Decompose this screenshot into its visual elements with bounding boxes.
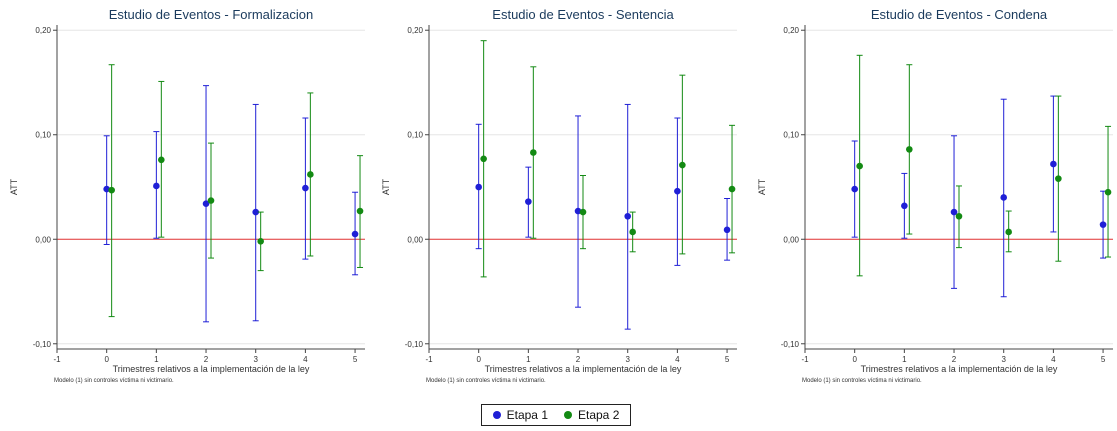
point-etapa2 [257,238,264,245]
point-etapa1 [103,185,110,193]
point-etapa2 [856,162,863,170]
point-etapa2 [1055,175,1062,182]
point-etapa1 [901,202,908,210]
point-etapa1 [202,200,210,208]
x-tick-label: 3 [253,355,258,364]
x-tick-label: 5 [725,355,730,364]
y-tick-label: -0,10 [405,340,424,349]
point-etapa2 [579,208,587,216]
point-etapa2 [158,156,165,164]
y-tick-label: 0,20 [407,26,423,35]
x-tick-label: 3 [625,355,630,364]
point-etapa2 [728,185,736,193]
x-tick-label: -1 [425,355,433,364]
chart-note: Modelo (1) sin controles víctima ni vict… [54,378,174,384]
point-etapa1 [1050,160,1057,168]
point-etapa2 [1005,228,1012,236]
legend-item-etapa1: Etapa 1 [492,408,548,422]
point-etapa2 [1104,188,1112,196]
y-axis-label: ATT [381,178,391,195]
x-tick-label: 5 [353,355,358,364]
point-etapa2 [307,171,314,178]
point-etapa1 [302,184,309,192]
legend-item-etapa2: Etapa 2 [564,408,619,422]
y-axis-label: ATT [757,178,767,195]
x-tick-label: 1 [154,355,159,364]
point-etapa2 [480,155,487,163]
y-tick-label: 0,00 [783,235,799,244]
chart-panel-2: Estudio de Eventos - Sentencia -0,10 0,00 0… [381,7,737,384]
point-etapa1 [851,185,858,193]
x-tick-label: 1 [526,355,531,364]
point-etapa2 [356,207,364,215]
x-tick-label: 0 [852,355,857,364]
chart-panel-1: Estudio de Eventos - Formalizacion -0,10 0… [9,7,365,384]
x-tick-label: 0 [104,355,109,364]
x-tick-label: 2 [576,355,581,364]
y-tick-label: 0,20 [783,26,799,35]
legend-label-etapa2: Etapa 2 [578,408,620,422]
x-tick-label: 2 [952,355,957,364]
legend-marker-etapa1 [492,411,501,419]
point-etapa1 [252,208,260,216]
point-etapa2 [207,197,215,204]
x-tick-label: 4 [1051,355,1056,364]
point-etapa1 [525,198,532,205]
y-tick-label: 0,00 [35,235,51,244]
point-etapa1 [153,182,160,190]
point-etapa2 [108,186,115,194]
y-tick-label: -0,10 [781,340,800,349]
charts-canvas: Estudio de Eventos - Formalizacion -0,10 0… [9,7,1113,384]
point-etapa2 [530,149,537,156]
y-tick-label: 0,10 [783,131,799,140]
point-etapa1 [674,187,681,195]
point-etapa1 [574,207,582,215]
x-axis-label: Trimestres relativos a la implementación… [861,364,1058,374]
point-etapa1 [950,208,958,216]
legend: Etapa 1 Etapa 2 [481,404,631,426]
point-etapa1 [1000,194,1008,201]
point-etapa2 [955,212,963,220]
x-axis-label: Trimestres relativos a la implementación… [485,364,682,374]
point-etapa1 [723,226,731,234]
point-etapa2 [906,146,913,153]
y-axis-label: ATT [9,178,19,195]
x-tick-label: 4 [303,355,308,364]
point-etapa2 [629,228,636,236]
legend-label-etapa1: Etapa 1 [506,408,548,422]
chart-panel-3: Estudio de Eventos - Condena -0,10 0,00 0,1… [757,7,1113,384]
chart-note: Modelo (1) sin controles víctima ni vict… [802,378,922,384]
chart-note: Modelo (1) sin controles víctima ni vict… [426,378,546,384]
y-tick-label: 0,10 [407,131,423,140]
x-tick-label: 0 [476,355,481,364]
y-tick-label: 0,00 [407,235,423,244]
x-axis-label: Trimestres relativos a la implementación… [113,364,310,374]
chart-title: Estudio de Eventos - Formalizacion [109,7,313,22]
legend-marker-etapa2 [564,411,572,419]
x-tick-label: -1 [53,355,61,364]
point-etapa1 [351,230,359,238]
chart-title: Estudio de Eventos - Condena [871,7,1048,22]
x-tick-label: 4 [675,355,680,364]
y-tick-label: 0,20 [35,26,51,35]
x-tick-label: 5 [1101,355,1106,364]
x-tick-label: -1 [801,355,809,364]
point-etapa1 [624,212,632,220]
point-etapa1 [1099,221,1107,228]
x-tick-label: 3 [1001,355,1006,364]
x-tick-label: 1 [902,355,907,364]
point-etapa1 [475,183,482,191]
y-tick-label: 0,10 [35,131,51,140]
point-etapa2 [679,161,686,169]
x-tick-label: 2 [204,355,209,364]
chart-title: Estudio de Eventos - Sentencia [492,7,674,22]
y-tick-label: -0,10 [33,340,52,349]
